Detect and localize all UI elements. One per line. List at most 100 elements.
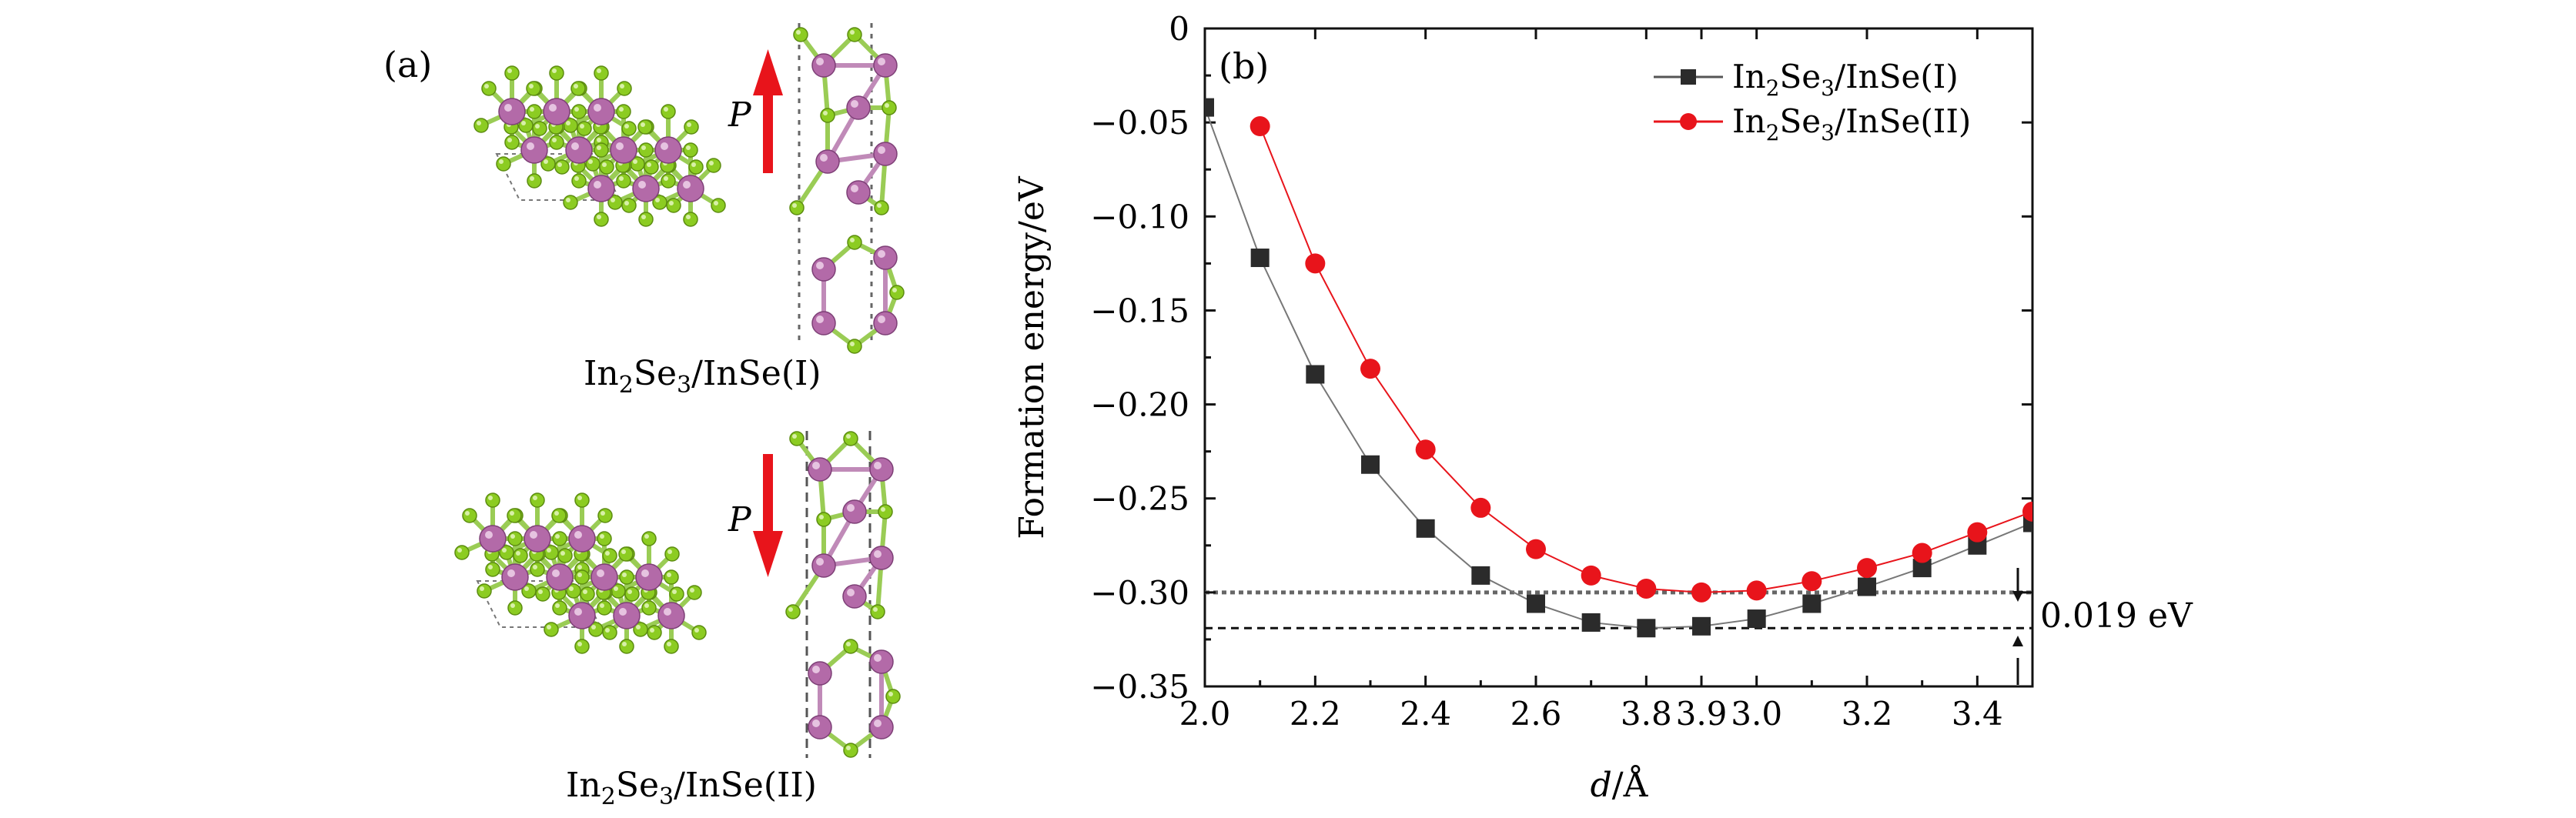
se-atom — [706, 158, 721, 173]
panel-b-label: (b) — [1219, 45, 1269, 87]
se-atom — [504, 65, 520, 81]
y-tick-label: −0.30 — [1090, 574, 1189, 612]
se-atom — [597, 531, 612, 546]
atom-highlight — [574, 107, 579, 112]
atom-highlight — [846, 434, 851, 439]
se-atom — [504, 135, 520, 150]
atom-highlight — [874, 720, 882, 727]
atom-highlight — [812, 720, 820, 727]
se-atom — [621, 198, 637, 213]
series-line-2 — [1259, 125, 2032, 593]
se-atom — [574, 492, 590, 508]
se-atom — [599, 159, 614, 175]
atom-highlight — [555, 534, 560, 539]
atom-highlight — [597, 569, 604, 577]
se-atom — [557, 548, 573, 563]
in-atom — [520, 136, 548, 164]
atom-highlight — [816, 316, 824, 323]
se-atom — [507, 508, 522, 523]
atom-highlight — [683, 181, 691, 189]
atom-highlight — [605, 628, 610, 633]
y-axis-label: Formation energy/eV — [1012, 175, 1052, 539]
atom-highlight — [641, 122, 645, 127]
in-atom — [546, 563, 574, 591]
atom-highlight — [621, 549, 626, 554]
structure-1-top-view — [473, 65, 726, 227]
atom-highlight — [594, 104, 601, 112]
in-atom — [587, 98, 615, 125]
atom-highlight — [878, 146, 885, 154]
gap-arrow-up-icon — [2012, 636, 2023, 646]
polarization-arrow-down: P — [728, 454, 783, 577]
atom-highlight — [480, 586, 484, 591]
se-atom — [644, 159, 659, 175]
atom-highlight — [549, 104, 557, 112]
in-atom — [846, 95, 871, 120]
in-atom — [842, 584, 867, 609]
se-atom — [621, 121, 637, 136]
atom-highlight — [488, 496, 493, 500]
se-atom — [816, 512, 831, 527]
se-atom — [532, 121, 547, 136]
legend-label-2: In2Se3/InSe(II) — [1732, 102, 1971, 145]
in-atom — [846, 180, 871, 205]
atom-highlight — [510, 534, 515, 539]
atom-highlight — [647, 162, 651, 167]
atom-highlight — [690, 588, 694, 593]
series-clip-group — [1205, 98, 2032, 638]
atom-highlight — [816, 262, 824, 269]
arrow-shaft — [763, 91, 773, 173]
in-atom — [610, 136, 637, 164]
in-atom — [842, 499, 867, 524]
se-atom — [661, 173, 676, 189]
se-atom — [878, 504, 893, 519]
structure-2-label: In2Se3/InSe(II) — [566, 766, 817, 810]
se-atom — [574, 569, 590, 585]
data-point-circle — [1305, 253, 1326, 274]
se-atom — [597, 508, 613, 523]
data-point-circle — [2022, 501, 2032, 522]
atom-highlight — [816, 558, 824, 566]
atom-highlight — [850, 342, 855, 346]
data-point-circle — [1967, 522, 1988, 543]
atom-highlight — [792, 203, 797, 208]
in-atom — [873, 311, 898, 336]
gap-annotation-text: 0.019 eV — [2040, 596, 2193, 636]
panel-b-chart: (b) 0 −0.05 −0.10 −0.15 −0.20 −0.25 −0.30 −0.35… — [1012, 10, 2193, 805]
atom-highlight — [533, 496, 537, 500]
atom-highlight — [627, 589, 632, 594]
data-point-square — [1306, 365, 1325, 384]
atom-highlight — [655, 198, 660, 202]
se-atom — [785, 604, 801, 619]
atom-highlight — [714, 201, 718, 205]
atom-highlight — [686, 145, 691, 150]
data-point-square — [1858, 577, 1876, 596]
in-atom — [808, 715, 832, 740]
in-atom — [565, 136, 593, 164]
se-atom — [535, 586, 550, 602]
atom-highlight — [691, 162, 696, 167]
se-atom — [602, 548, 617, 563]
atom-highlight — [560, 551, 565, 556]
data-point-square — [1692, 616, 1711, 636]
in-atom — [873, 53, 898, 78]
atom-highlight — [530, 176, 534, 181]
atom-highlight — [788, 607, 793, 612]
atom-highlight — [529, 84, 534, 88]
se-atom — [594, 65, 609, 81]
atom-highlight — [583, 589, 587, 594]
legend-item-series-2: In2Se3/InSe(II) — [1654, 102, 1971, 145]
data-point-circle — [1691, 582, 1711, 603]
data-point-square — [1471, 566, 1490, 585]
atom-highlight — [644, 534, 649, 539]
legend-item-series-1: In2Se3/InSe(I) — [1654, 58, 1959, 101]
se-atom — [843, 743, 858, 758]
atom-highlight — [547, 625, 551, 629]
atom-highlight — [554, 511, 559, 516]
se-atom — [507, 531, 523, 546]
structure-1-label: In2Se3/InSe(I) — [584, 354, 821, 399]
atom-highlight — [605, 551, 610, 556]
atom-highlight — [792, 434, 797, 439]
in-atom — [869, 546, 894, 570]
se-atom — [889, 285, 905, 300]
